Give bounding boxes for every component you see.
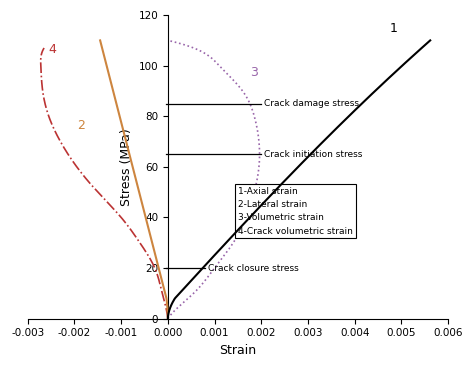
Text: 1-Axial strain
2-Lateral strain
3-Volumetric strain
4-Crack volumetric strain: 1-Axial strain 2-Lateral strain 3-Volume… <box>238 187 353 236</box>
Text: Crack closure stress: Crack closure stress <box>208 263 298 273</box>
Text: 2: 2 <box>77 119 85 132</box>
Y-axis label: Stress (MPa): Stress (MPa) <box>120 128 133 206</box>
X-axis label: Strain: Strain <box>219 344 256 357</box>
Text: 3: 3 <box>250 66 257 79</box>
Text: Crack damage stress: Crack damage stress <box>264 99 359 108</box>
Text: 1: 1 <box>390 22 398 35</box>
Text: 4: 4 <box>49 43 56 56</box>
Text: Crack initiation stress: Crack initiation stress <box>264 150 362 159</box>
